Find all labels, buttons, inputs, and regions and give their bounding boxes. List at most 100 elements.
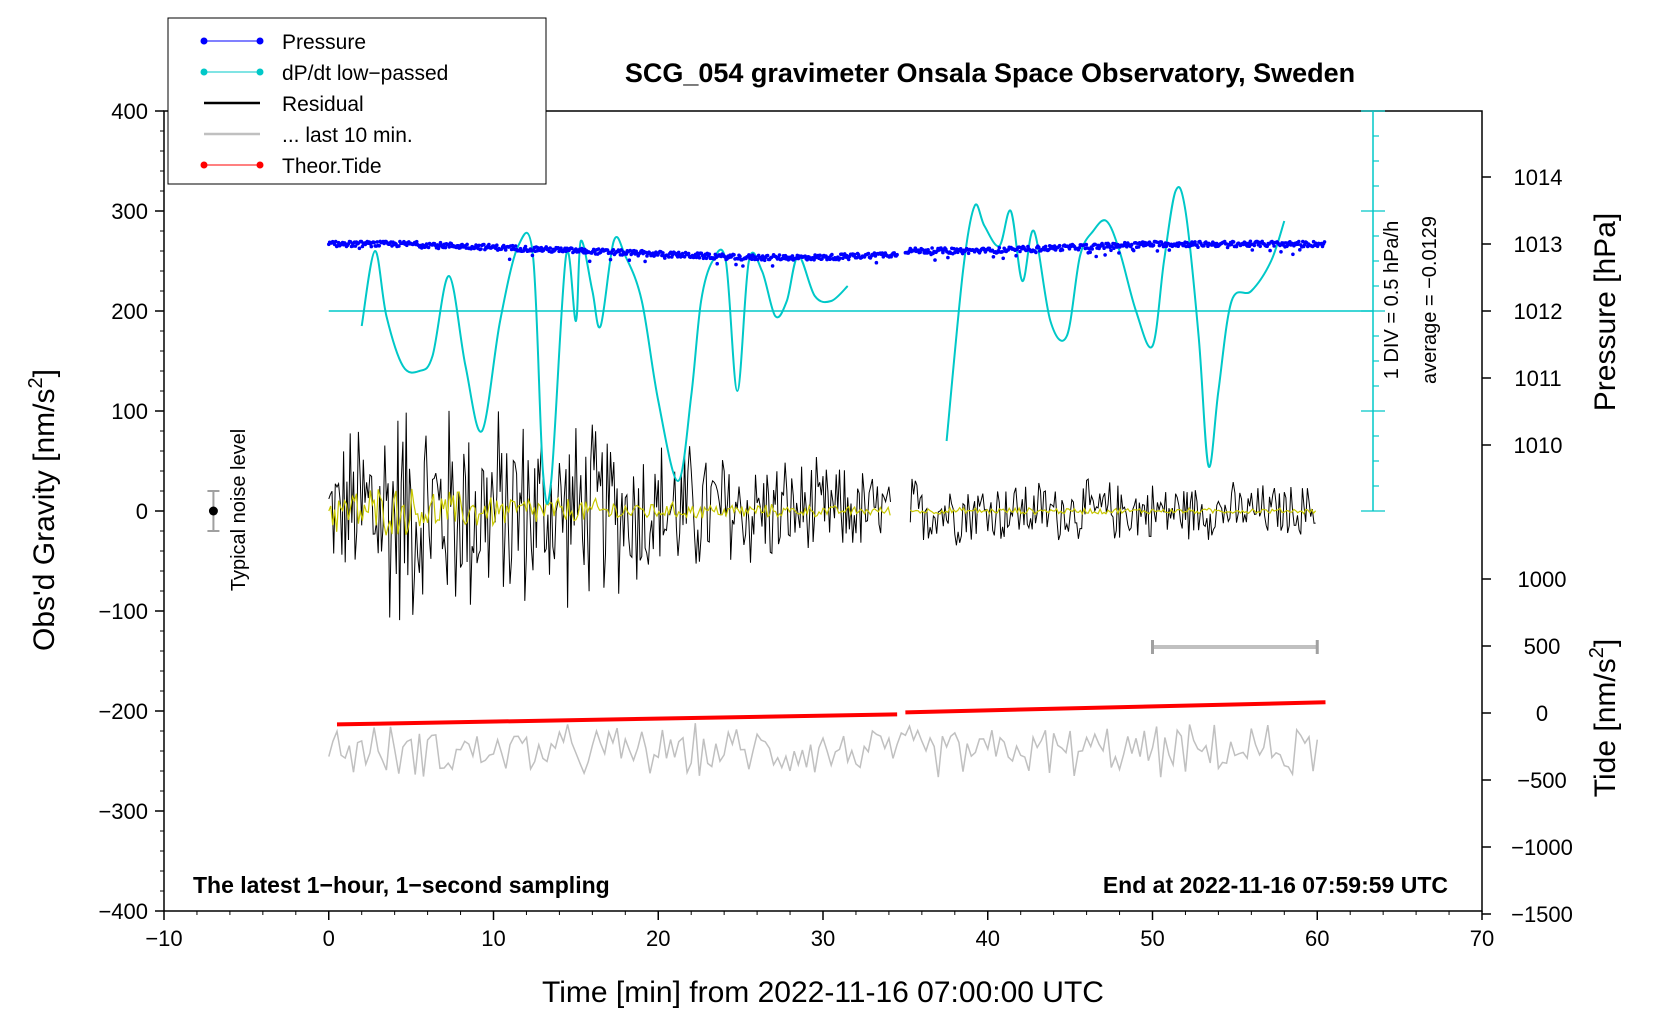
tide-tick-label: 1000 [1518, 567, 1567, 592]
pressure-point [812, 258, 816, 262]
pressure-point [1164, 244, 1169, 248]
pressure-point [360, 244, 365, 249]
legend: Pressure dP/dt low−passed Residual ... last… [167, 17, 547, 185]
pressure-point [624, 252, 629, 256]
x-tick-label: 30 [811, 926, 835, 951]
pressure-point [1231, 240, 1236, 244]
pressure-point [1298, 248, 1302, 252]
pressure-point [357, 246, 362, 251]
pressure-point [715, 261, 719, 266]
pressure-point [892, 251, 896, 255]
pressure-point [1034, 250, 1038, 255]
residual-smoothed-line [328, 488, 891, 536]
pressure-point [1202, 243, 1206, 248]
pressure-point [570, 246, 574, 251]
pressure-series [327, 239, 1327, 268]
pressure-point [372, 240, 377, 245]
pressure-point [661, 251, 665, 255]
pressure-point [1196, 245, 1200, 249]
chart-title: SCG_054 gravimeter Onsala Space Observat… [625, 58, 1355, 88]
legend-marker [200, 161, 208, 169]
pressure-point [611, 248, 616, 252]
pressure-point [587, 259, 592, 264]
legend-marker [200, 37, 208, 45]
pressure-point [669, 250, 673, 255]
pressure-point [465, 242, 469, 247]
left-tick-label: 300 [111, 199, 148, 224]
pressure-point [482, 242, 486, 247]
left-tick-label: 0 [136, 499, 148, 524]
x-tick-label: 40 [976, 926, 1000, 951]
pressure-point [1094, 254, 1098, 259]
pressure-point [375, 240, 380, 244]
pressure-point [697, 255, 702, 260]
pressure-point [333, 239, 338, 244]
pressure-point [424, 242, 429, 246]
pressure-point [1102, 246, 1106, 250]
pressure-tick-label: 1014 [1514, 165, 1563, 190]
last-10-min-line [328, 723, 1319, 778]
noise-level-indicator [207, 490, 220, 532]
pressure-point [769, 255, 774, 260]
legend-marker [200, 68, 208, 76]
pressure-point [680, 251, 685, 256]
residual-smoothed-line [909, 506, 1317, 516]
pressure-point [846, 257, 851, 262]
pressure-point [426, 245, 431, 250]
pressure-point [738, 254, 742, 259]
x-tick-label: 50 [1140, 926, 1164, 951]
pressure-point [627, 258, 632, 263]
pressure-point [507, 257, 512, 262]
pressure-tick-label: 1013 [1514, 232, 1563, 257]
pressure-point [1129, 242, 1134, 247]
dpdt-line [360, 231, 849, 505]
legend-marker [256, 37, 264, 45]
x-tick-label: 20 [646, 926, 670, 951]
pressure-point [1229, 242, 1234, 247]
dpdt-scale-axis [1361, 110, 1385, 512]
pressure-point [682, 254, 687, 259]
pressure-point [1077, 246, 1082, 250]
pressure-point [854, 255, 859, 260]
pressure-point [1084, 242, 1089, 247]
pressure-point [513, 244, 518, 248]
pressure-point [918, 250, 922, 254]
pressure-point [686, 251, 691, 256]
pressure-point [1248, 239, 1253, 244]
pressure-point [830, 252, 834, 257]
tide-line [336, 712, 898, 727]
pressure-point [790, 254, 795, 258]
pressure-point [377, 244, 382, 248]
pressure-point [523, 244, 528, 249]
pressure-tick-label: 1010 [1514, 433, 1563, 458]
left-tick-label: 400 [111, 99, 148, 124]
pressure-point [852, 252, 857, 257]
pressure-point [1193, 240, 1197, 244]
pressure-point [628, 248, 632, 253]
x-tick-label: 60 [1305, 926, 1329, 951]
pressure-point [930, 246, 934, 250]
pressure-point [1057, 243, 1062, 248]
pressure-point [805, 257, 809, 262]
pressure-point [1088, 250, 1092, 255]
pressure-point [694, 255, 699, 260]
pressure-point [1176, 244, 1180, 248]
residual-series [328, 410, 1316, 621]
pressure-point [1250, 248, 1255, 252]
legend-label: Residual [282, 93, 364, 116]
pressure-point [369, 244, 374, 249]
noise-label: Typical noise level [228, 429, 250, 591]
pressure-point [643, 259, 647, 264]
pressure-point [1109, 248, 1113, 253]
x-axis: −10 0 10 20 30 40 50 60 70 [145, 911, 1494, 951]
pressure-point [443, 245, 448, 250]
tide-tick-label: −1000 [1511, 835, 1573, 860]
left-tick-label: −100 [98, 599, 148, 624]
pressure-point [1043, 244, 1048, 249]
pressure-point [559, 246, 563, 250]
pressure-point [479, 247, 483, 251]
pressure-point [477, 243, 481, 248]
pressure-point [1060, 248, 1065, 252]
residual-line [328, 410, 891, 621]
